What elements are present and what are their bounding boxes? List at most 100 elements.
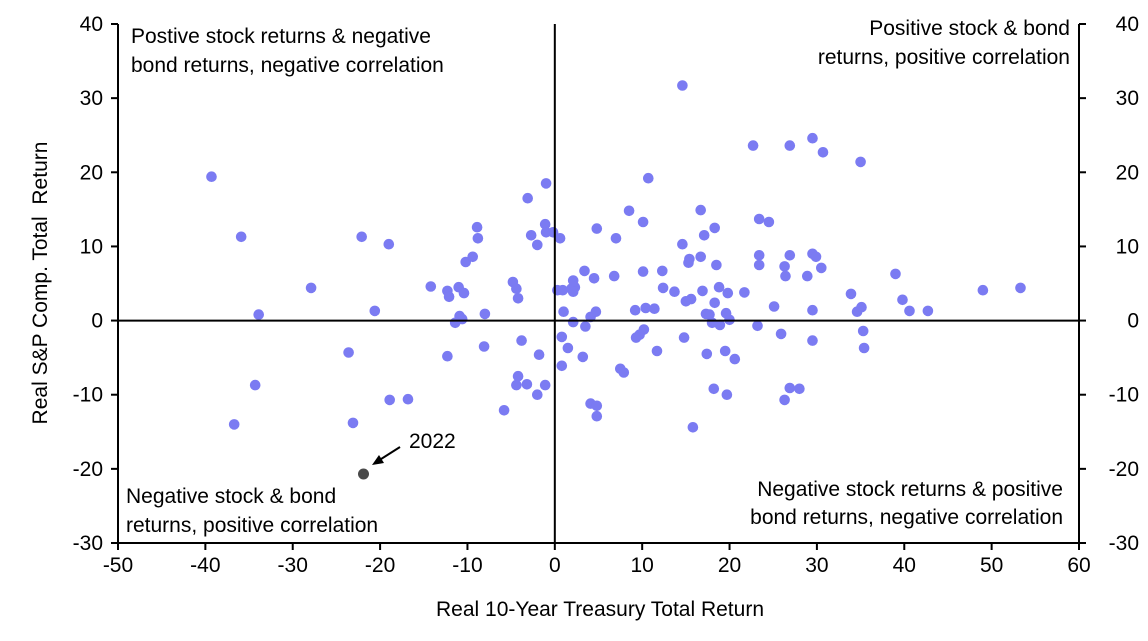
x-tick-label: -50 <box>103 554 133 577</box>
y-tick-label-left: -20 <box>73 458 103 481</box>
data-point <box>521 379 533 390</box>
data-point <box>556 360 568 372</box>
data-point <box>709 222 720 234</box>
data-point <box>753 250 765 261</box>
data-point <box>810 251 822 263</box>
data-point <box>855 156 866 168</box>
x-tick-label: 50 <box>980 554 1003 577</box>
data-point <box>1015 282 1026 294</box>
data-point <box>816 262 827 274</box>
quadrant-label-top-left-line1: Postive stock returns & negative <box>131 25 431 48</box>
data-point <box>610 233 622 244</box>
data-point <box>478 341 490 352</box>
data-point <box>752 320 763 332</box>
data-point <box>640 302 651 314</box>
x-tick-label: 40 <box>893 554 916 577</box>
quadrant-label-top-left-line2: bond returns, negative correlation <box>131 54 444 77</box>
quadrant-label-bottom-left-line2: returns, positive correlation <box>126 514 378 537</box>
x-tick-label: -40 <box>190 554 220 577</box>
data-point <box>532 389 543 401</box>
y-tick-label-left: 0 <box>91 310 103 333</box>
data-point <box>356 231 368 243</box>
data-point <box>768 301 780 312</box>
data-point <box>779 394 790 406</box>
data-point <box>425 281 437 292</box>
data-point <box>539 379 551 391</box>
data-point <box>557 284 568 296</box>
data-point <box>567 316 579 328</box>
data-point <box>630 332 642 343</box>
data-point <box>556 331 568 343</box>
data-point <box>629 304 641 316</box>
quadrant-label-top-right-line1: Positive stock & bond <box>869 17 1070 40</box>
data-point <box>539 218 551 230</box>
data-point <box>784 250 796 261</box>
y-tick-label-left: 40 <box>80 13 103 36</box>
data-point <box>890 268 901 280</box>
data-point <box>516 335 527 346</box>
data-point <box>347 417 359 429</box>
data-point <box>807 132 818 144</box>
data-point <box>714 319 726 331</box>
data-point <box>591 400 603 412</box>
data-point <box>763 216 775 228</box>
data-point <box>721 389 733 401</box>
data-point <box>739 287 750 298</box>
data-point <box>858 342 870 354</box>
data-point <box>402 393 414 405</box>
data-point <box>479 308 491 320</box>
data-point <box>512 293 524 304</box>
axes <box>117 24 1080 544</box>
y-tick-label-right: 30 <box>1116 87 1139 110</box>
data-point <box>512 370 524 382</box>
y-tick-label-left: 30 <box>80 87 103 110</box>
data-point <box>695 204 706 216</box>
data-point <box>554 233 566 244</box>
data-point <box>643 172 654 184</box>
data-point <box>807 304 818 316</box>
data-point <box>369 305 381 317</box>
data-point <box>747 140 759 151</box>
data-point <box>784 140 796 151</box>
data-point <box>443 291 455 303</box>
data-point <box>669 286 680 298</box>
y-tick-label-left: -10 <box>73 384 103 407</box>
data-point <box>651 345 663 357</box>
data-point <box>532 239 543 251</box>
data-point <box>680 296 692 307</box>
data-point <box>845 288 857 300</box>
data-point <box>533 349 545 361</box>
data-point <box>817 147 829 158</box>
data-point <box>588 273 600 284</box>
data-point <box>856 301 867 313</box>
x-tick-label: -10 <box>452 554 482 577</box>
data-point <box>579 265 590 277</box>
data-point <box>540 178 552 189</box>
data-point <box>678 332 690 343</box>
data-point <box>677 238 688 250</box>
data-point <box>383 238 395 250</box>
data-point <box>753 259 765 271</box>
data-point <box>442 350 453 362</box>
highlight-point-2022 <box>358 468 369 480</box>
data-point <box>713 281 725 293</box>
y-tick-label-left: -30 <box>73 532 103 555</box>
points-layer <box>206 80 1026 433</box>
data-point <box>775 328 787 340</box>
data-point <box>384 394 396 406</box>
y-tick-label-right: 10 <box>1116 235 1139 258</box>
data-point <box>228 419 240 430</box>
data-point <box>637 216 649 228</box>
data-point <box>305 282 317 294</box>
data-point <box>729 353 741 365</box>
data-point <box>657 265 668 277</box>
y-tick-label-right: -30 <box>1109 532 1139 555</box>
highlight-arrow <box>377 446 401 462</box>
data-point <box>677 80 688 91</box>
data-point <box>779 261 790 272</box>
data-point <box>590 306 602 318</box>
y-axis-title: Real S&P Comp. Total Return <box>29 142 52 425</box>
x-tick-label: 30 <box>805 554 828 577</box>
data-point <box>562 342 574 354</box>
data-point <box>698 230 710 241</box>
